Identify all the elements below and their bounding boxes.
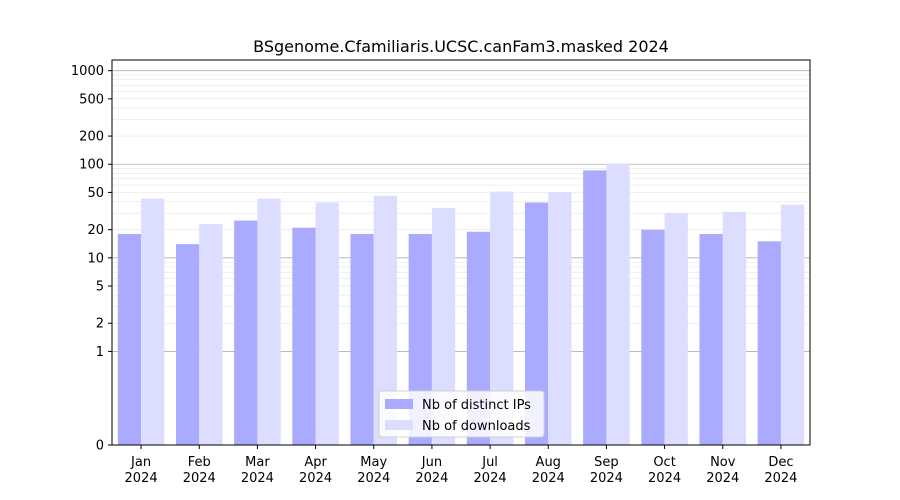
- y-tick-label: 200: [79, 130, 104, 145]
- x-tick-label: Sep 2024: [590, 455, 623, 486]
- y-tick-label: 10: [87, 251, 104, 266]
- bar-downloads: [664, 213, 688, 445]
- x-tick-label: Aug 2024: [532, 455, 565, 486]
- legend-label: Nb of distinct IPs: [422, 398, 531, 413]
- bar-downloads: [548, 192, 572, 445]
- x-tick-label: Apr 2024: [299, 455, 332, 486]
- y-tick-label: 20: [87, 223, 104, 238]
- bar-downloads: [257, 198, 281, 445]
- bar-downloads: [141, 198, 165, 445]
- x-tick-label: Jun 2024: [415, 455, 448, 486]
- bar-downloads: [490, 191, 514, 445]
- bar-downloads: [606, 163, 630, 445]
- bar-downloads: [199, 223, 223, 445]
- x-tick-label: Nov 2024: [706, 455, 739, 486]
- y-tick-label: 1: [96, 345, 104, 360]
- legend-swatch: [385, 420, 413, 430]
- plot-frame: [111, 59, 811, 446]
- legend: Nb of distinct IPs Nb of downloads: [378, 390, 545, 438]
- y-tick-label: 100: [79, 158, 104, 173]
- y-tick-label: 50: [87, 186, 104, 201]
- bar-distinct-ips: [524, 202, 549, 445]
- x-axis: Jan 2024 Feb 2024 Mar 2024 Apr 2024 May 2024 Jun 20…: [125, 445, 797, 486]
- legend-box: [378, 390, 545, 438]
- bar-distinct-ips: [699, 233, 723, 445]
- bar-distinct-ips: [641, 229, 665, 445]
- y-tick-label: 0: [96, 439, 104, 454]
- x-tick-label: Feb 2024: [183, 455, 216, 486]
- y-tick-label: 5: [96, 280, 104, 295]
- legend-label: Nb of downloads: [422, 419, 531, 434]
- y-tick-label: 500: [79, 92, 104, 107]
- bar-distinct-ips: [234, 220, 258, 445]
- bar-distinct-ips: [117, 233, 142, 445]
- y-tick-label: 2: [96, 317, 104, 332]
- legend-swatch: [385, 399, 413, 409]
- bar-downloads: [373, 195, 398, 445]
- bar-downloads: [780, 204, 805, 445]
- bar-downloads: [315, 202, 339, 445]
- bar-distinct-ips: [583, 170, 607, 445]
- x-tick-label: Dec 2024: [764, 455, 797, 486]
- y-tick-label: 1000: [71, 64, 104, 79]
- bar-downloads: [431, 208, 456, 445]
- y-axis: 0 1 2 5 10 20 50 100 200 500 1000: [71, 64, 112, 454]
- grid: [112, 70, 810, 352]
- x-tick-label: May 2024: [357, 455, 390, 486]
- bar-distinct-ips: [292, 227, 316, 445]
- x-tick-label: Mar 2024: [241, 455, 274, 486]
- x-tick-label: Oct 2024: [648, 455, 681, 486]
- bar-distinct-ips: [175, 244, 200, 445]
- bar-distinct-ips: [757, 241, 781, 445]
- bar-distinct-ips: [350, 233, 374, 445]
- bar-downloads: [722, 211, 747, 445]
- x-tick-label: Jan 2024: [125, 455, 158, 486]
- chart-title: BSgenome.Cfamiliaris.UCSC.canFam3.masked…: [253, 37, 669, 56]
- x-tick-label: Jul 2024: [474, 455, 507, 486]
